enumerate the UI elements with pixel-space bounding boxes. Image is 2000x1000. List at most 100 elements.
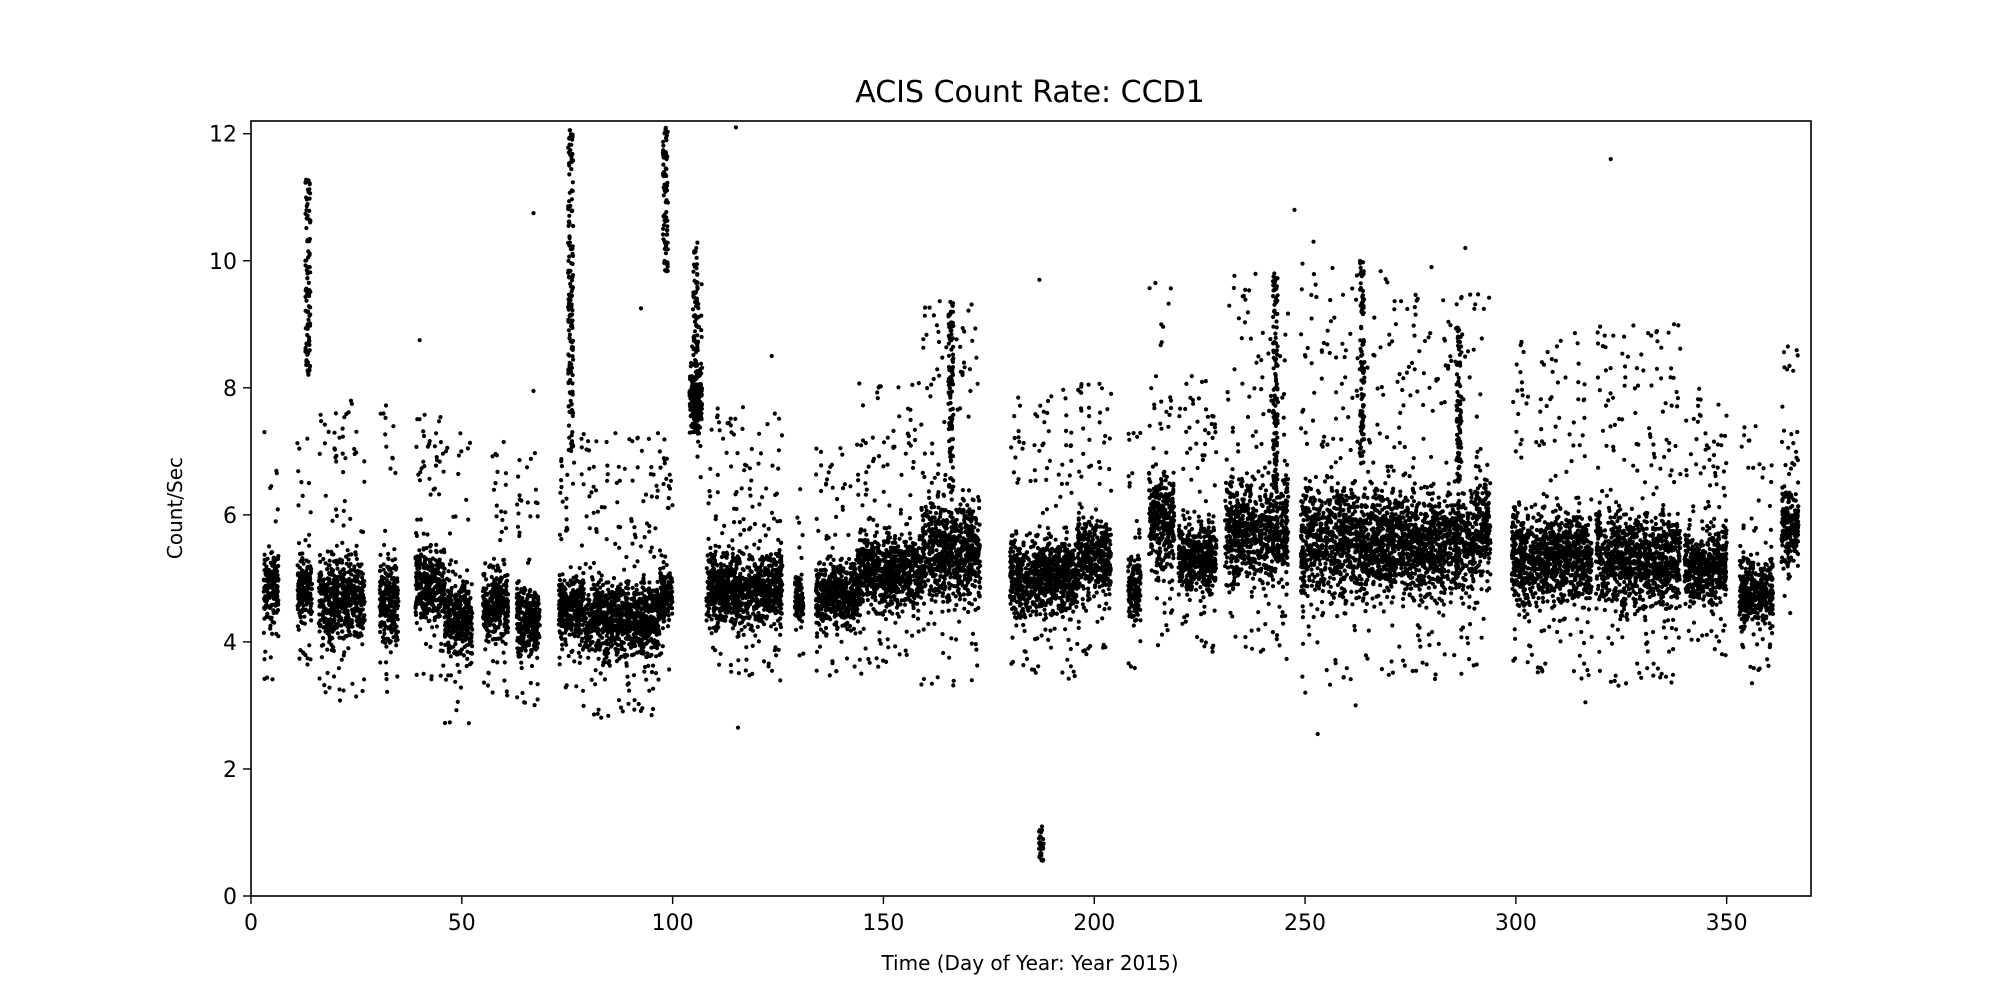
data-point: [307, 593, 312, 598]
data-point: [606, 713, 611, 718]
data-point: [268, 616, 274, 622]
data-point: [491, 601, 497, 606]
data-point: [661, 560, 666, 565]
data-point: [577, 617, 583, 622]
data-point: [644, 626, 649, 631]
data-point: [453, 560, 458, 565]
data-point: [742, 527, 747, 533]
data-point: [533, 630, 538, 635]
data-point: [414, 672, 419, 678]
data-point: [610, 583, 615, 589]
data-point: [598, 671, 603, 676]
data-point: [483, 561, 488, 566]
data-point: [605, 647, 611, 652]
data-point: [616, 636, 622, 642]
data-point: [587, 526, 592, 531]
data-point: [613, 431, 618, 436]
data-point: [605, 463, 610, 468]
data-point: [719, 601, 724, 606]
data-point: [360, 601, 365, 606]
data-point: [690, 307, 696, 312]
data-point: [331, 559, 337, 564]
data-point: [263, 558, 268, 563]
data-point: [322, 577, 327, 582]
data-point: [340, 568, 345, 573]
data-point: [354, 602, 359, 607]
data-point: [536, 616, 541, 622]
data-point: [496, 636, 501, 641]
data-point: [429, 674, 434, 679]
data-point: [591, 484, 596, 489]
data-point: [438, 549, 444, 554]
data-point: [333, 574, 338, 580]
data-point: [486, 615, 491, 620]
data-point: [563, 685, 568, 690]
data-point: [327, 685, 332, 690]
data-point: [387, 567, 392, 572]
data-point: [735, 451, 740, 456]
data-point: [389, 616, 394, 621]
data-point: [499, 593, 504, 598]
data-point: [350, 607, 355, 612]
data-point: [437, 571, 442, 577]
data-point: [317, 629, 322, 634]
data-point: [715, 472, 720, 477]
data-point: [649, 713, 654, 718]
data-point: [334, 459, 339, 464]
data-point: [501, 439, 506, 445]
data-point: [593, 682, 598, 687]
data-point: [592, 592, 597, 597]
data-point: [579, 590, 584, 595]
data-point: [459, 449, 464, 454]
data-point: [519, 633, 524, 638]
data-point: [454, 596, 459, 601]
data-point: [434, 548, 439, 554]
data-point: [494, 503, 499, 508]
data-point: [456, 471, 461, 477]
data-point: [357, 613, 362, 618]
data-point: [395, 588, 400, 593]
data-point: [332, 618, 337, 623]
data-point: [624, 661, 629, 666]
data-point: [503, 482, 508, 487]
data-point: [625, 579, 631, 585]
data-point: [647, 688, 652, 693]
data-point: [516, 511, 521, 516]
data-point: [644, 619, 650, 624]
data-point: [341, 688, 346, 693]
data-point: [345, 548, 350, 553]
data-point: [769, 668, 775, 673]
data-point: [639, 448, 645, 453]
data-point: [424, 572, 430, 577]
data-point: [358, 631, 363, 636]
data-point: [381, 621, 387, 626]
data-point: [341, 508, 346, 513]
data-point: [691, 269, 696, 274]
data-point: [388, 573, 393, 578]
data-point: [453, 584, 458, 589]
data-point: [606, 629, 611, 635]
data-point: [343, 456, 348, 461]
data-point: [532, 703, 537, 708]
data-point: [463, 636, 468, 642]
data-point: [419, 552, 424, 557]
data-point: [517, 530, 522, 535]
data-point: [658, 571, 664, 577]
data-point: [713, 648, 718, 653]
data-point: [668, 598, 674, 603]
data-point: [532, 646, 537, 651]
data-point: [627, 437, 632, 442]
data-point: [331, 580, 336, 585]
data-point: [564, 496, 569, 501]
data-point: [442, 720, 448, 726]
data-point: [421, 459, 426, 464]
data-point: [605, 472, 610, 477]
data-point: [519, 660, 524, 665]
data-point: [535, 601, 540, 606]
data-point: [300, 587, 305, 592]
data-point: [592, 610, 597, 615]
data-point: [581, 482, 586, 487]
data-point: [329, 572, 334, 577]
data-point: [386, 556, 391, 561]
data-point: [390, 600, 395, 605]
